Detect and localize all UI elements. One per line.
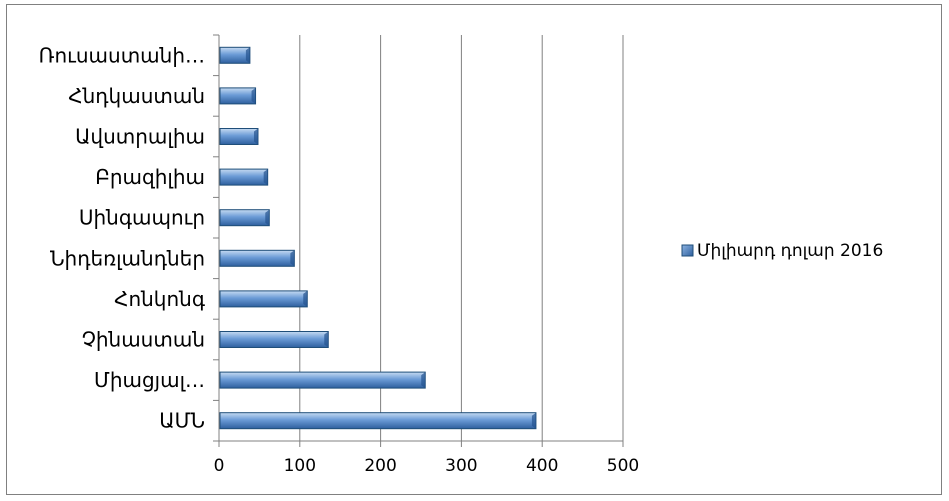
chart-frame: 0 100 200 300 400 500 ԱՄՆ Միացյալ… Չինաստան Հոնկո… — [6, 4, 942, 495]
category-label: Ռուսաստանի… — [39, 43, 205, 67]
bar — [219, 128, 259, 145]
bar — [219, 371, 426, 389]
bar-bevel — [421, 372, 426, 389]
x-tick-label: 200 — [364, 456, 396, 476]
bar-bevel — [253, 128, 258, 145]
category-label: Հնդկաստան — [68, 84, 205, 108]
x-tick-label: 0 — [214, 456, 225, 476]
bars-layer — [219, 46, 537, 430]
bar-bevel — [531, 412, 536, 429]
bar-chart: 0 100 200 300 400 500 ԱՄՆ Միացյալ… Չինաստան Հոնկո… — [39, 34, 883, 476]
bar-bevel — [324, 331, 329, 348]
bar-bevel — [303, 290, 308, 307]
bar-bevel — [265, 209, 270, 226]
bar-bevel — [263, 169, 268, 186]
category-label: Հոնկոնգ — [114, 287, 205, 311]
x-tick-label: 400 — [526, 456, 558, 476]
category-label: Բրազիլիա — [95, 165, 205, 189]
axis-layer — [213, 34, 624, 447]
bar-bevel — [251, 87, 256, 104]
bar-bevel — [245, 47, 250, 64]
bar — [219, 249, 295, 267]
bar — [219, 168, 269, 186]
legend: Միլիարդ դոլար 2016 — [681, 241, 883, 261]
labels-layer: 0 100 200 300 400 500 ԱՄՆ Միացյալ… Չինաստան Հոնկո… — [39, 43, 640, 476]
bar-bevel — [290, 250, 295, 267]
x-tick-label: 100 — [284, 456, 316, 476]
category-label: Սինգապուր — [79, 206, 205, 230]
x-tick-label: 300 — [445, 456, 477, 476]
category-label: ԱՄՆ — [159, 409, 205, 433]
bar — [219, 87, 257, 105]
bar — [219, 331, 329, 348]
bar — [219, 46, 251, 64]
category-label: Չինաստան — [82, 328, 205, 352]
legend-swatch — [681, 244, 694, 257]
category-label: Նիդեռլանդներ — [50, 246, 205, 270]
legend-label: Միլիարդ դոլար 2016 — [697, 241, 883, 261]
category-label: Ավստրալիա — [75, 125, 205, 149]
bar — [219, 290, 308, 308]
bar — [219, 209, 270, 227]
bar — [219, 412, 537, 430]
x-tick-label: 500 — [607, 456, 639, 476]
category-label: Միացյալ… — [94, 368, 205, 392]
